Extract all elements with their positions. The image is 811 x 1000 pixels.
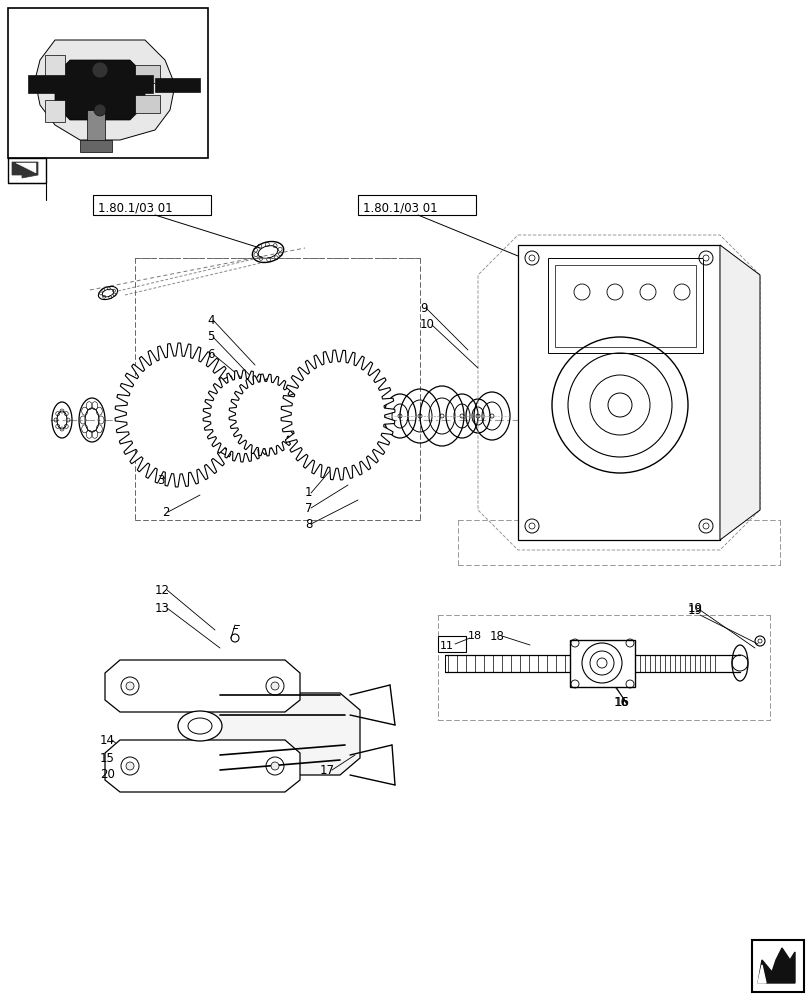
Polygon shape (757, 948, 794, 983)
Circle shape (126, 682, 134, 690)
Polygon shape (203, 370, 282, 462)
Circle shape (94, 104, 106, 116)
Polygon shape (200, 693, 359, 775)
Bar (8, 8, 208, 158)
Circle shape (528, 255, 534, 261)
Text: 7: 7 (305, 502, 312, 514)
Polygon shape (517, 245, 719, 540)
Text: 9: 9 (419, 302, 427, 314)
Polygon shape (16, 163, 36, 173)
Polygon shape (229, 374, 301, 456)
Text: 16: 16 (613, 696, 629, 710)
Text: 16: 16 (614, 696, 629, 710)
Text: 13: 13 (155, 601, 169, 614)
Circle shape (702, 255, 708, 261)
Circle shape (528, 523, 534, 529)
Ellipse shape (188, 718, 212, 734)
Text: 1: 1 (305, 487, 312, 499)
Text: 17: 17 (320, 764, 335, 776)
Bar (155, 78, 200, 92)
Bar (8, 158, 46, 183)
Text: 1.80.1/03 01: 1.80.1/03 01 (98, 202, 173, 215)
Bar (135, 95, 160, 113)
Text: 18: 18 (489, 630, 504, 642)
Polygon shape (12, 162, 38, 178)
Ellipse shape (178, 711, 221, 741)
Bar (358, 195, 475, 215)
Text: 10: 10 (419, 318, 435, 332)
Bar (753, 942, 801, 990)
Text: 5: 5 (207, 330, 214, 344)
Polygon shape (55, 60, 145, 120)
Text: 12: 12 (155, 584, 169, 596)
Polygon shape (719, 245, 759, 540)
Bar (554, 265, 695, 347)
Bar (45, 100, 65, 122)
Text: 4: 4 (207, 314, 214, 326)
Circle shape (757, 639, 761, 643)
Circle shape (271, 762, 279, 770)
Bar (45, 55, 65, 77)
Bar (135, 65, 160, 83)
Polygon shape (35, 40, 175, 140)
Text: 15: 15 (100, 752, 114, 764)
Bar (569, 640, 634, 687)
Text: 3: 3 (157, 474, 164, 487)
Text: 11: 11 (440, 641, 453, 651)
Bar (87, 110, 105, 148)
Circle shape (702, 523, 708, 529)
Polygon shape (757, 965, 765, 983)
Polygon shape (115, 343, 241, 487)
Bar (93, 195, 211, 215)
Circle shape (126, 762, 134, 770)
Text: 8: 8 (305, 518, 312, 530)
Circle shape (92, 62, 108, 78)
Polygon shape (281, 350, 394, 480)
Text: 18: 18 (467, 631, 482, 641)
Text: 14: 14 (100, 733, 115, 746)
Text: 19: 19 (687, 601, 702, 614)
Text: 19: 19 (687, 603, 702, 616)
Text: 6: 6 (207, 348, 214, 360)
Polygon shape (105, 740, 299, 792)
Bar (28, 75, 152, 93)
Text: 20: 20 (100, 768, 114, 782)
Bar (80, 140, 112, 152)
Bar (751, 940, 803, 992)
Circle shape (271, 682, 279, 690)
Polygon shape (105, 660, 299, 712)
Bar (437, 636, 466, 652)
Text: 2: 2 (162, 506, 169, 518)
Text: 1.80.1/03 01: 1.80.1/03 01 (363, 202, 437, 215)
Bar (547, 258, 702, 353)
